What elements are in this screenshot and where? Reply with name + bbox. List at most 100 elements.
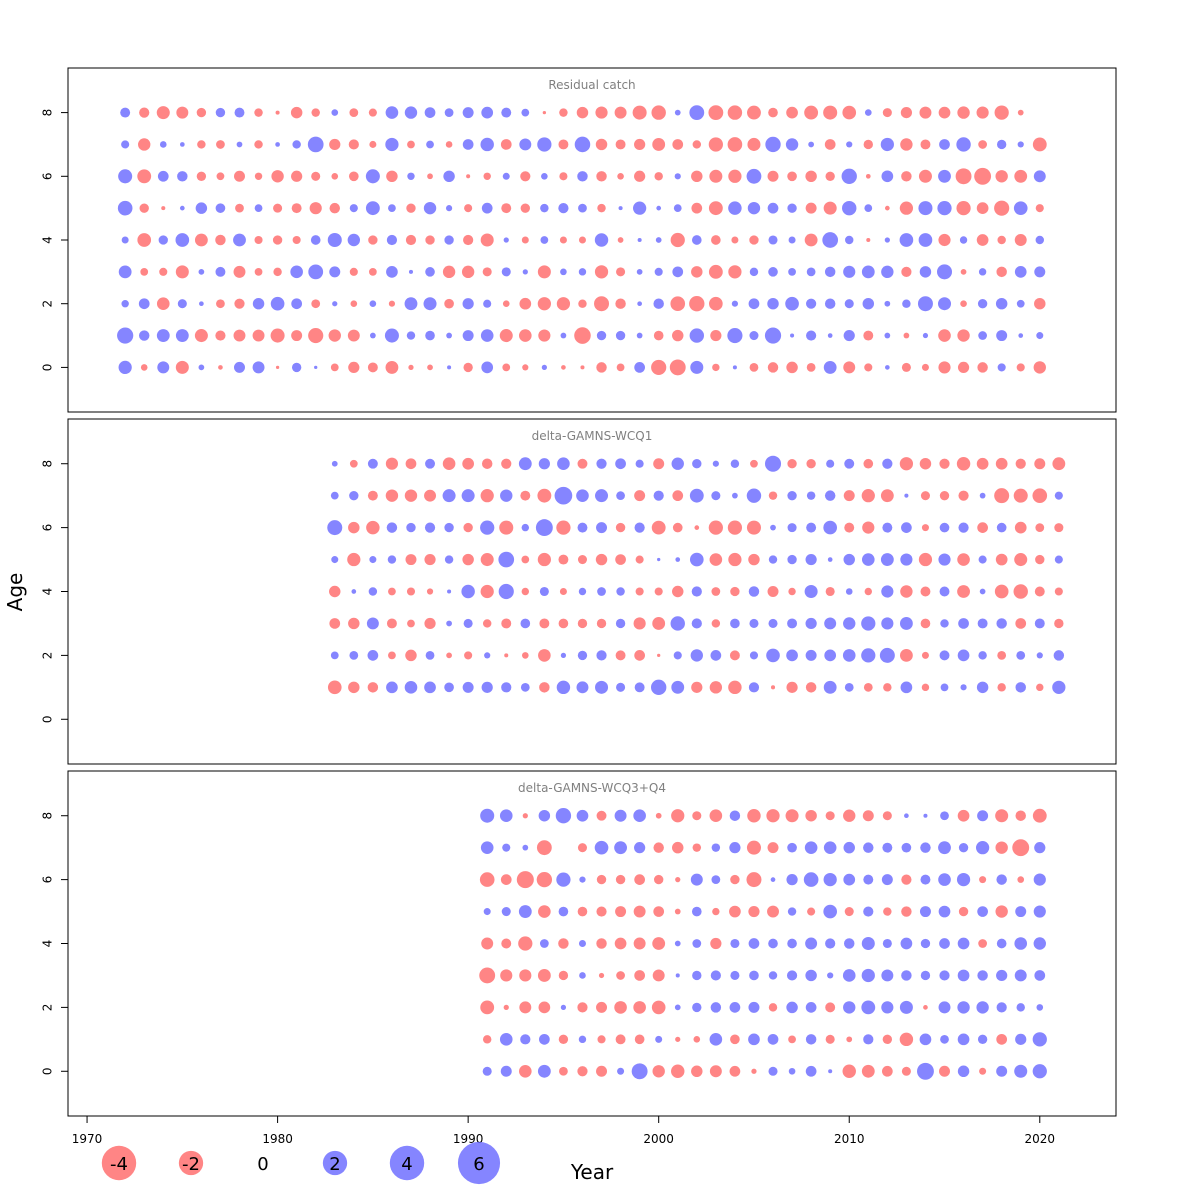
residual-bubble xyxy=(463,522,473,533)
residual-bubble xyxy=(615,554,626,565)
residual-bubble xyxy=(864,363,873,372)
y-tick-label: 6 xyxy=(41,172,55,180)
residual-bubble xyxy=(197,140,206,149)
residual-bubble xyxy=(861,648,876,663)
residual-bubble xyxy=(481,681,493,693)
residual-bubble xyxy=(1035,235,1045,245)
residual-bubble xyxy=(1032,1032,1047,1047)
residual-bubble xyxy=(347,552,361,567)
residual-bubble xyxy=(960,684,967,691)
residual-bubble xyxy=(1054,555,1063,564)
residual-bubble xyxy=(729,810,741,821)
residual-bubble xyxy=(503,1004,509,1011)
residual-bubble xyxy=(138,138,151,151)
residual-bubble xyxy=(770,685,776,690)
residual-bubble xyxy=(746,872,762,888)
residual-bubble xyxy=(997,683,1006,692)
residual-bubble xyxy=(310,235,321,245)
legend-label: 0 xyxy=(257,1154,268,1175)
residual-bubble xyxy=(138,298,150,310)
residual-bubble xyxy=(863,330,874,341)
residual-bubble xyxy=(558,203,569,214)
residual-bubble xyxy=(884,237,890,243)
residual-bubble xyxy=(637,301,642,307)
residual-bubble xyxy=(556,872,571,887)
residual-bubble xyxy=(347,329,360,342)
y-tick-label: 8 xyxy=(41,812,55,820)
residual-bubble xyxy=(537,297,551,311)
residual-bubble xyxy=(938,329,951,342)
residual-bubble xyxy=(823,904,838,919)
residual-bubble xyxy=(883,907,892,916)
residual-bubble xyxy=(767,170,779,182)
residual-bubble xyxy=(804,841,818,854)
residual-bubble xyxy=(864,109,872,116)
residual-bubble xyxy=(271,170,284,183)
residual-bubble xyxy=(634,170,646,182)
residual-bubble xyxy=(501,203,512,214)
residual-bubble xyxy=(976,234,989,246)
residual-bubble xyxy=(501,458,512,469)
residual-bubble xyxy=(920,874,931,885)
residual-bubble xyxy=(351,589,357,594)
residual-bubble xyxy=(616,363,625,372)
residual-bubble xyxy=(749,331,759,341)
residual-bubble xyxy=(1054,523,1064,533)
residual-bubble xyxy=(366,520,380,535)
residual-bubble xyxy=(729,650,740,661)
residual-bubble xyxy=(501,907,511,917)
residual-bubble xyxy=(291,298,303,310)
residual-bubble xyxy=(671,457,684,470)
residual-bubble xyxy=(919,457,932,470)
residual-bubble xyxy=(175,329,189,342)
residual-bubble xyxy=(824,649,837,662)
residual-bubble xyxy=(710,970,721,981)
residual-bubble xyxy=(596,1065,608,1077)
residual-bubble xyxy=(615,139,626,150)
residual-bubble xyxy=(880,137,894,152)
residual-bubble xyxy=(427,173,433,180)
residual-bubble xyxy=(175,265,189,279)
residual-bubble xyxy=(882,458,893,469)
residual-bubble xyxy=(117,200,133,216)
residual-bubble xyxy=(692,459,702,469)
residual-bubble xyxy=(349,459,358,468)
residual-bubble xyxy=(273,267,282,277)
residual-bubble xyxy=(651,359,667,375)
residual-bubble xyxy=(957,1033,970,1046)
residual-bubble xyxy=(787,171,797,182)
residual-bubble xyxy=(822,232,839,248)
residual-bubble xyxy=(1036,683,1044,692)
residual-bubble xyxy=(275,365,280,370)
residual-bubble xyxy=(921,683,930,692)
residual-bubble xyxy=(522,269,528,275)
residual-bubble xyxy=(843,617,856,630)
residual-bubble xyxy=(808,141,814,148)
residual-bubble xyxy=(159,267,168,276)
y-tick-label: 6 xyxy=(41,876,55,884)
residual-bubble xyxy=(996,139,1007,150)
residual-bubble xyxy=(768,1066,778,1076)
residual-bubble xyxy=(900,553,913,566)
residual-bubble xyxy=(996,874,1007,885)
residual-bubble xyxy=(768,971,778,980)
residual-bubble xyxy=(823,520,838,535)
residual-bubble xyxy=(349,651,359,660)
residual-bubble xyxy=(825,1034,835,1044)
residual-bubble xyxy=(786,970,798,981)
residual-bubble xyxy=(710,650,722,661)
residual-bubble xyxy=(918,552,933,567)
residual-bubble xyxy=(689,328,705,343)
residual-bubble xyxy=(652,937,666,950)
residual-bubble xyxy=(901,266,912,277)
residual-bubble xyxy=(787,907,797,916)
residual-bubble xyxy=(957,585,970,598)
residual-bubble xyxy=(405,649,417,662)
residual-bubble xyxy=(861,968,875,983)
residual-bubble xyxy=(1033,361,1046,374)
residual-bubble xyxy=(900,138,913,151)
residual-bubble xyxy=(348,521,360,534)
residual-bubble xyxy=(215,107,226,118)
residual-bubble xyxy=(671,680,685,694)
residual-bubble xyxy=(447,589,452,594)
